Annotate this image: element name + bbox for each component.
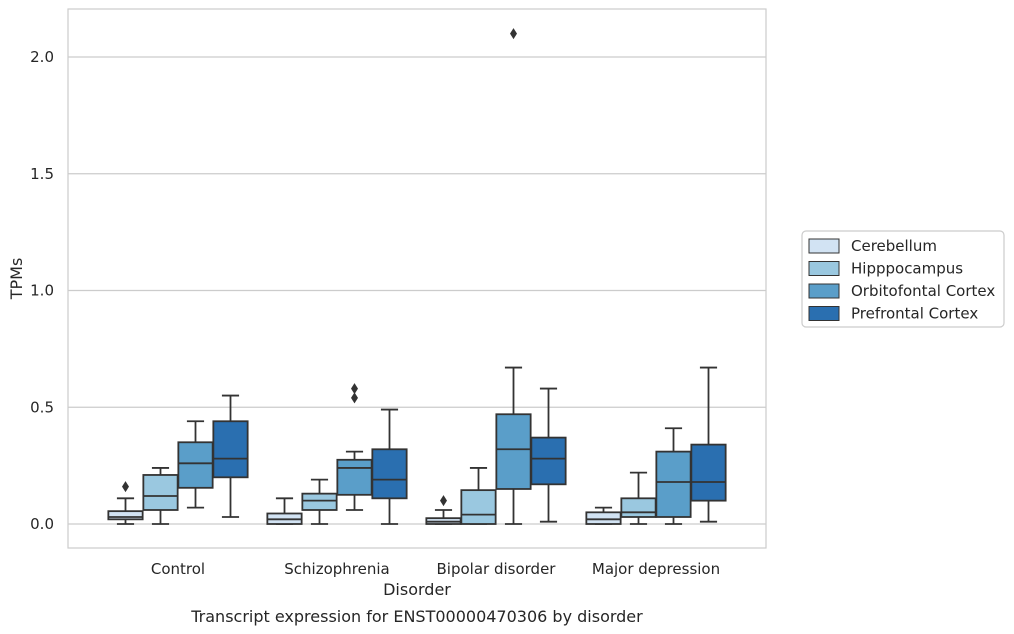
box-body [495, 413, 532, 490]
outlier-point [122, 481, 129, 493]
box-body [371, 448, 408, 500]
outlier-point [440, 495, 447, 507]
x-tick-label: Schizophrenia [284, 560, 389, 578]
legend: Cerebellum Hipppocampus Orbitofontal Corte… [801, 230, 1005, 328]
legend-swatch [808, 306, 840, 321]
box-0-0 [107, 481, 144, 525]
legend-label: Hipppocampus [851, 260, 963, 278]
legend-label: Orbitofontal Cortex [851, 282, 995, 300]
box-1-3 [371, 408, 408, 525]
box-body [142, 474, 179, 511]
x-tick-label: Major depression [592, 560, 720, 578]
box-body [690, 443, 727, 502]
grid-lines [68, 56, 766, 525]
box-3-0 [585, 506, 622, 525]
box-1-2 [336, 383, 373, 511]
box-0-3 [212, 394, 249, 518]
y-axis-ticks: 0.0 0.5 1.0 1.5 2.0 [30, 48, 54, 533]
box-body [585, 511, 622, 525]
box-body [620, 497, 657, 518]
outlier-point [351, 392, 358, 404]
box-0-2 [177, 420, 214, 509]
box-2-3 [530, 387, 567, 523]
box-body [301, 492, 338, 511]
legend-frame [801, 230, 1005, 328]
y-tick-label: 0.5 [30, 398, 54, 416]
legend-label: Cerebellum [851, 237, 937, 255]
box-body [336, 458, 373, 496]
plot-area [107, 28, 727, 525]
box-body [655, 450, 692, 518]
y-tick-label: 1.5 [30, 165, 54, 183]
x-tick-label: Bipolar disorder [437, 560, 557, 578]
outlier-point [510, 28, 517, 40]
box-3-1 [620, 471, 657, 525]
box-0-1 [142, 467, 179, 525]
box-2-2 [495, 28, 532, 525]
y-tick-label: 2.0 [30, 48, 54, 66]
y-tick-label: 0.0 [30, 515, 54, 533]
box-3-3 [690, 366, 727, 523]
y-axis-label: TPMs [7, 258, 26, 301]
plot-frame [67, 8, 767, 549]
box-2-1 [460, 467, 497, 525]
outlier-point [351, 383, 358, 395]
legend-swatch [808, 283, 840, 299]
box-body [530, 436, 567, 486]
box-body [107, 510, 144, 521]
box-body [177, 441, 214, 489]
box-body [212, 420, 249, 479]
legend-label: Prefrontal Cortex [851, 305, 978, 323]
box-2-0 [425, 495, 462, 525]
y-tick-label: 1.0 [30, 282, 54, 300]
legend-swatch [808, 238, 840, 254]
box-3-2 [655, 427, 692, 525]
legend-swatch [808, 261, 840, 276]
x-tick-label: Control [151, 560, 205, 578]
x-axis-label: Disorder [383, 580, 451, 599]
box-body [460, 489, 497, 525]
box-1-0 [266, 497, 303, 525]
box-1-1 [301, 478, 338, 525]
chart-caption: Transcript expression for ENST0000047030… [190, 607, 643, 626]
x-axis-ticks: Control Schizophrenia Bipolar disorder Majo… [151, 560, 720, 578]
